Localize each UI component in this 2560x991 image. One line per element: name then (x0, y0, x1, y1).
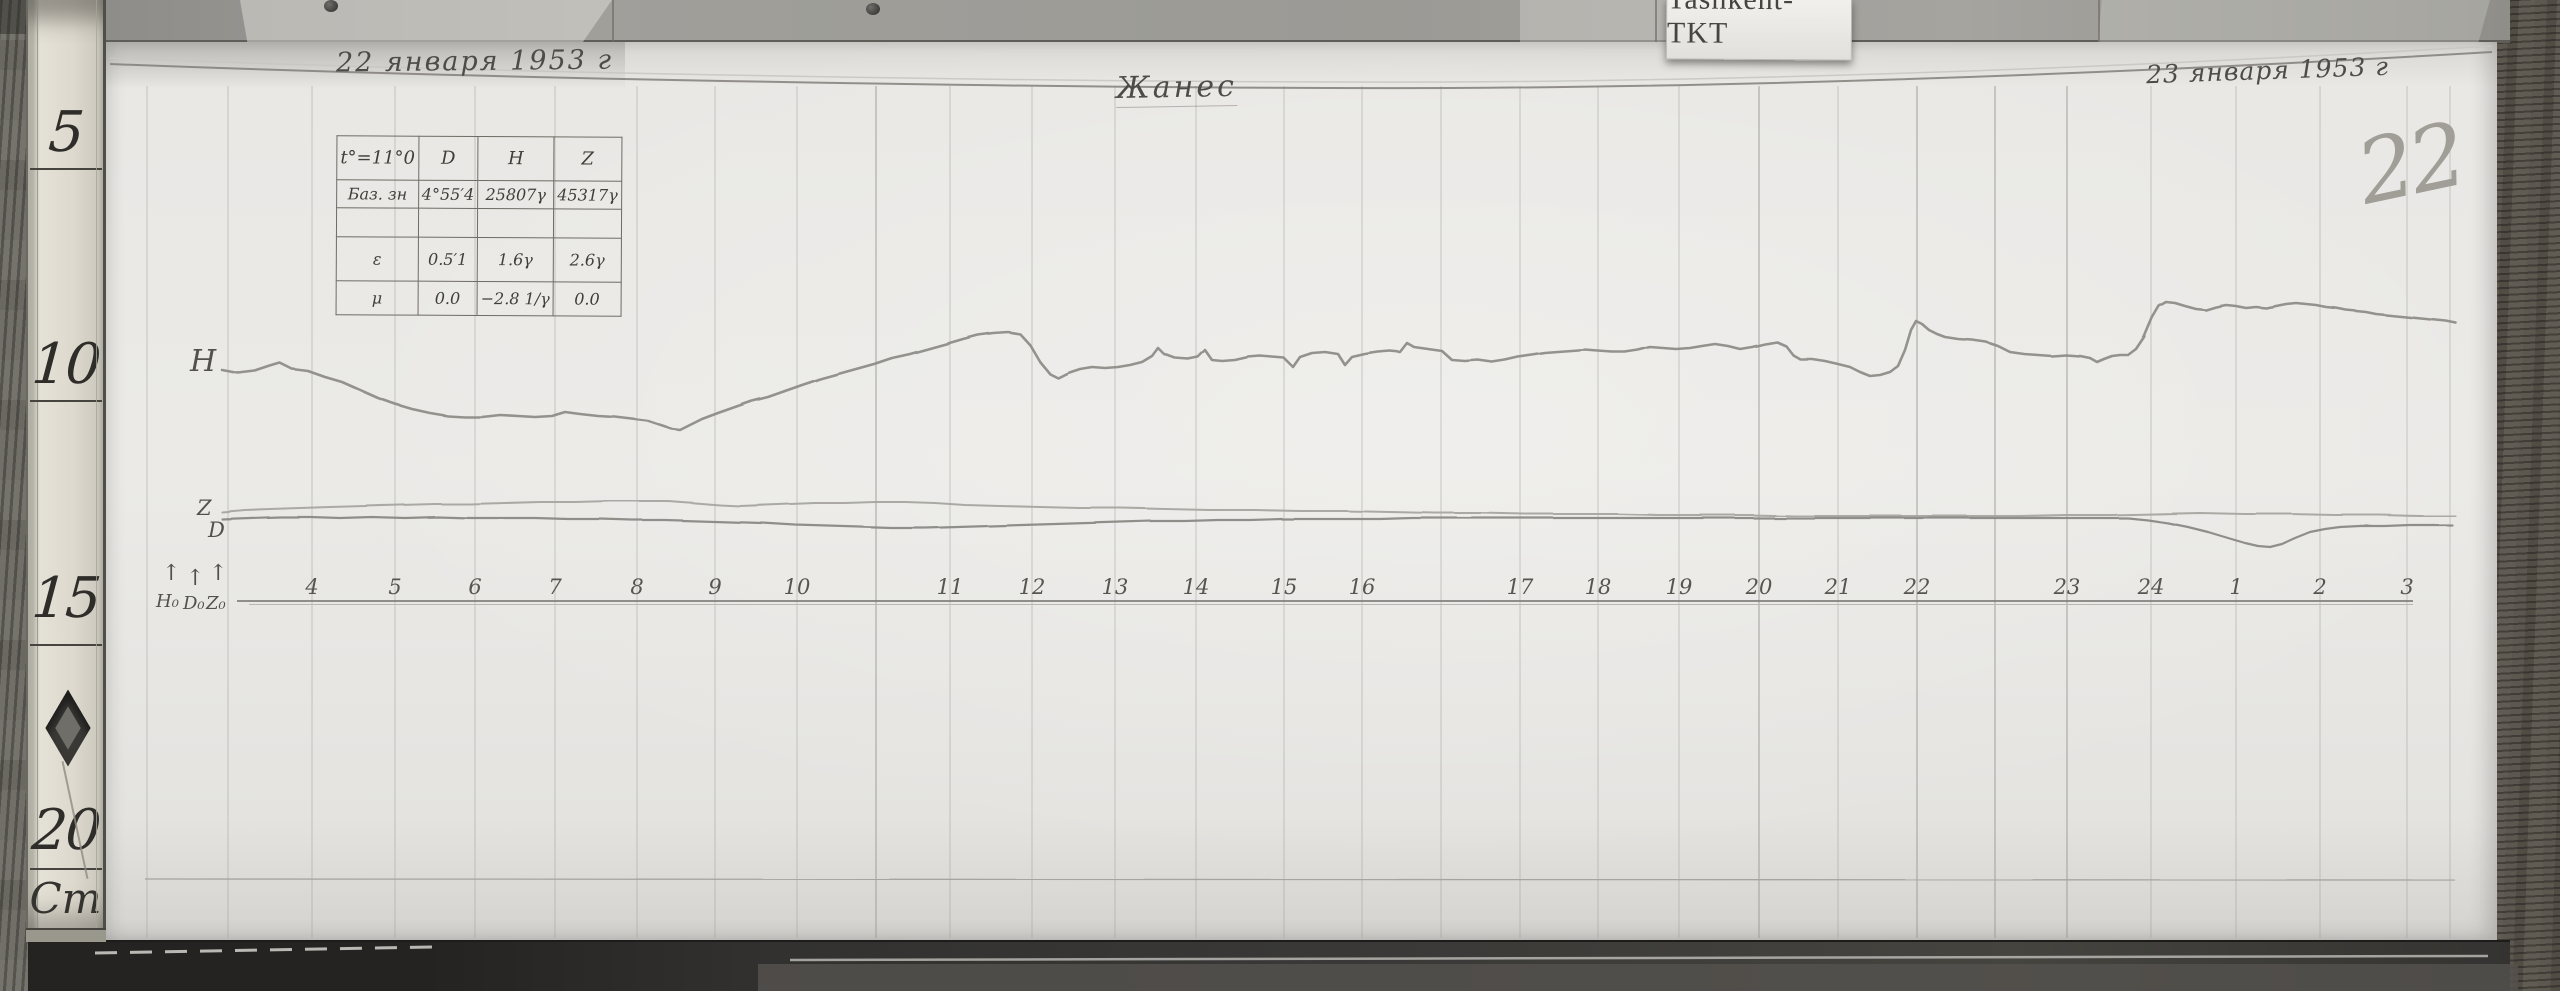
table-row-name: μ (336, 280, 418, 316)
trace-D (220, 515, 2454, 549)
hour-label-7: 7 (548, 575, 562, 599)
hour-label-8: 8 (630, 575, 643, 599)
hour-label-16: 16 (1349, 575, 1376, 599)
table-cell (418, 208, 478, 238)
annotation-Z: Z (196, 496, 212, 520)
ruler-divider (30, 400, 102, 402)
handwritten-date-left: 22 января 1953 г (335, 44, 614, 79)
annotation-D: D (207, 518, 225, 542)
table-cell: 0.0 (553, 281, 621, 317)
table-cell: 0.5′1 (417, 237, 478, 282)
handwritten-signature: Жанес (1115, 68, 1238, 109)
tape-strip (240, 0, 612, 43)
trace-Z (220, 499, 2457, 518)
wood-table-right (2497, 0, 2560, 991)
hour-label-15: 15 (1271, 575, 1298, 599)
annotation-Zarrow: Z₀ (205, 593, 226, 614)
bottom-dashed-highlight (94, 945, 433, 955)
ruler-divider (30, 168, 102, 170)
ruler-mark-15: 15 (29, 566, 102, 631)
annotation-arrow: ↑ (162, 561, 180, 586)
paper-edge-line (109, 51, 2493, 90)
frame-bottom-lower (758, 964, 2518, 991)
hour-label-17: 17 (1507, 575, 1534, 599)
ruler-bottom-cap (26, 928, 106, 942)
glass-seam (612, 0, 614, 43)
tape-strip (1520, 0, 1668, 43)
hour-label-4: 4 (304, 575, 318, 599)
annotation-H: H (189, 344, 217, 379)
table-cell: 4°55′4 (418, 180, 478, 209)
ruler-mark-20: 20 (29, 798, 102, 863)
magnetogram-paper (105, 42, 2497, 945)
table-cell: −2.8 1/γ (477, 281, 554, 316)
table-cell: 45317γ (553, 180, 622, 210)
ruler-divider (30, 868, 102, 870)
table-row-name: ε (336, 236, 419, 282)
sheet-number: 22 (2348, 102, 2472, 225)
baseline-value-table: t°=11°0 D H Z Баз. зн 4°55′4 25807γ 45317γ ε 0.5′… (336, 135, 623, 317)
bottom-rule (144, 878, 2456, 881)
hour-label-21: 21 (1824, 575, 1852, 599)
hour-label-12: 12 (1019, 575, 1046, 599)
hour-label-13: 13 (1102, 575, 1129, 599)
annotation-arrow: ↑ (186, 566, 204, 591)
ruler-mark-5: 5 (46, 100, 85, 165)
paper-edge-highlight (109, 45, 2493, 83)
table-cell: 25807γ (477, 180, 554, 209)
table-temperature: t°=11°0 (336, 135, 419, 181)
bottom-edge-highlight (789, 954, 2489, 962)
hour-label-9: 9 (708, 575, 721, 599)
wood-table-left (0, 0, 30, 991)
hour-label-2: 2 (2312, 575, 2326, 599)
hour-label-1: 1 (2229, 575, 2242, 599)
annotation-Harrow: H₀ (155, 591, 179, 612)
screw-head (324, 0, 338, 12)
hour-label-11: 11 (937, 575, 964, 599)
station-label: Tashkent-TKT (1666, 0, 1794, 50)
table-row-name: Баз. зн (336, 179, 419, 209)
glass-seam (2098, 0, 2100, 43)
table-col-H: H (477, 136, 555, 181)
frame-bottom-edge (28, 940, 2518, 991)
cm-ruler: 5 10 15 20 Cm (26, 0, 106, 942)
hour-label-10: 10 (784, 575, 811, 599)
table-col-Z: Z (553, 136, 622, 182)
ruler-pin-hole (45, 689, 91, 767)
tape-strip (2098, 0, 2490, 43)
hour-label-18: 18 (1585, 575, 1612, 599)
top-shelf (28, 0, 2510, 43)
annotation-arrow: ↑ (209, 561, 227, 586)
hour-label-24: 24 (2137, 575, 2165, 599)
hour-label-22: 22 (1903, 575, 1931, 599)
hour-label-19: 19 (1666, 575, 1693, 599)
table-cell (553, 208, 622, 239)
screw-head (866, 3, 880, 15)
hour-label-14: 14 (1183, 575, 1210, 599)
hour-label-6: 6 (468, 575, 481, 599)
hour-label-5: 5 (388, 575, 401, 599)
table-cell (477, 208, 554, 238)
glass-seam (1655, 0, 1657, 43)
hour-label-23: 23 (2053, 575, 2081, 599)
hour-label-20: 20 (1745, 575, 1773, 599)
ruler-mark-10: 10 (29, 332, 102, 397)
trace-H (220, 300, 2458, 432)
table-cell: 1.6γ (477, 237, 554, 282)
station-label-card: Tashkent-TKT (1665, 0, 1853, 61)
hour-label-3: 3 (2400, 575, 2413, 599)
annotation-Darrow: D₀ (182, 593, 205, 614)
ruler-unit-label: Cm (29, 874, 102, 923)
table-cell: 2.6γ (553, 237, 622, 283)
table-col-D: D (418, 136, 478, 181)
ruler-divider (30, 644, 102, 646)
table-cell: 0.0 (417, 281, 478, 316)
table-row-name (336, 207, 419, 238)
